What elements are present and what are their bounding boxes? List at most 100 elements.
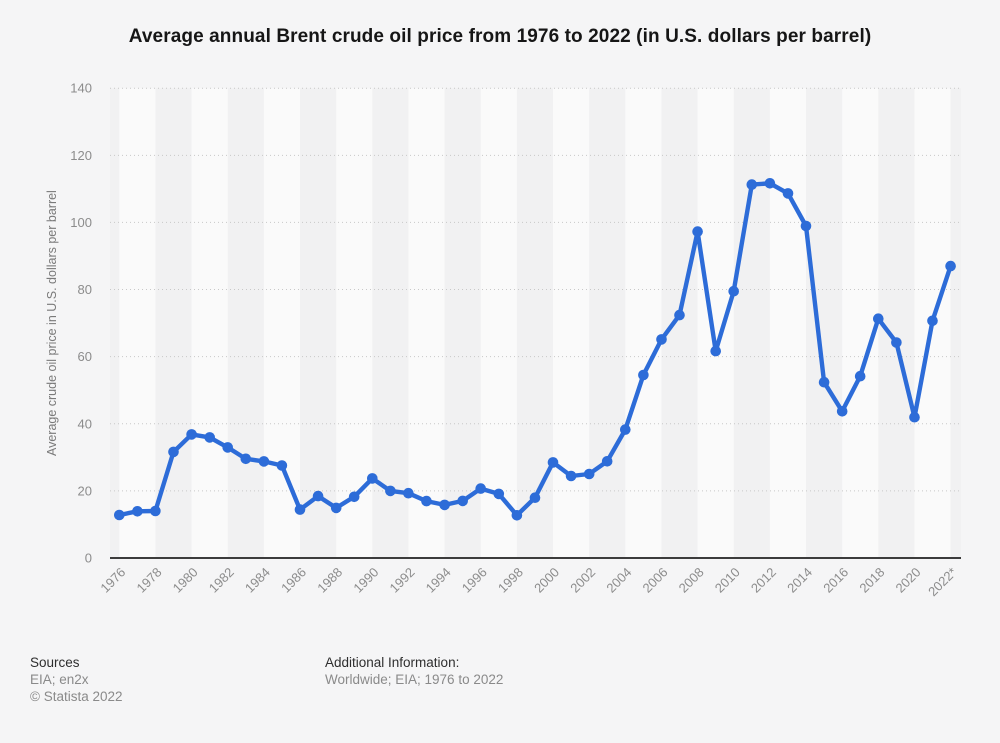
y-tick-label-120: 120: [70, 148, 92, 163]
x-tick-label-1988: 1988: [314, 565, 345, 596]
plot-band: [336, 88, 373, 558]
data-point-1989[interactable]: [348, 491, 360, 503]
data-point-2017[interactable]: [854, 370, 866, 382]
y-tick-label-140: 140: [70, 81, 92, 96]
data-point-2010[interactable]: [728, 285, 739, 297]
data-point-1987[interactable]: [312, 490, 324, 502]
x-tick-label-2012: 2012: [748, 565, 779, 596]
plot-background: [110, 88, 961, 558]
data-point-2001[interactable]: [565, 470, 577, 482]
x-tick-label-1978: 1978: [134, 565, 165, 596]
data-point-1997[interactable]: [493, 488, 505, 500]
additional-information-line: Worldwide; EIA; 1976 to 2022: [325, 672, 504, 687]
y-tick-label-40: 40: [78, 416, 92, 431]
data-point-1988[interactable]: [330, 502, 342, 514]
data-point-2002[interactable]: [583, 468, 595, 480]
data-point-2005[interactable]: [638, 369, 649, 381]
data-point-2000[interactable]: [547, 457, 559, 468]
additional-information-block: Additional Information: Worldwide; EIA; …: [325, 654, 503, 688]
x-tick-label-1990: 1990: [350, 565, 381, 596]
x-tick-label-1984: 1984: [242, 565, 273, 596]
statista-copyright: © Statista 2022: [30, 689, 123, 704]
data-point-1999[interactable]: [529, 492, 541, 504]
data-point-1991[interactable]: [385, 485, 396, 497]
data-point-1979[interactable]: [168, 446, 179, 458]
data-point-1996[interactable]: [475, 483, 487, 494]
sources-line: EIA; en2x: [30, 672, 89, 687]
data-point-1995[interactable]: [457, 495, 469, 507]
data-point-1993[interactable]: [421, 495, 432, 507]
x-tick-label-1982: 1982: [206, 565, 237, 596]
plot-band: [842, 88, 879, 558]
data-point-1976[interactable]: [114, 509, 125, 521]
data-point-2007[interactable]: [674, 309, 685, 321]
data-point-1990[interactable]: [367, 473, 378, 484]
data-point-1982[interactable]: [222, 442, 233, 453]
plot-band: [119, 88, 156, 558]
data-point-2012[interactable]: [764, 178, 776, 189]
additional-information-label: Additional Information:: [325, 655, 460, 670]
data-point-1986[interactable]: [294, 504, 306, 515]
data-point-2011[interactable]: [746, 179, 758, 190]
x-tick-label-2014: 2014: [784, 565, 815, 596]
y-tick-label-100: 100: [70, 215, 92, 230]
x-tick-label-2018: 2018: [856, 565, 887, 596]
plot-band: [697, 88, 734, 558]
x-tick-label-1992: 1992: [387, 565, 418, 596]
data-point-2006[interactable]: [656, 334, 667, 345]
plot-band: [769, 88, 807, 558]
data-point-2004[interactable]: [620, 424, 631, 435]
data-point-1980[interactable]: [186, 429, 197, 440]
data-point-2014[interactable]: [800, 220, 812, 232]
plot-band: [191, 88, 228, 558]
data-point-1998[interactable]: [511, 510, 523, 521]
data-point-2003[interactable]: [601, 456, 613, 467]
plot-band: [408, 88, 445, 558]
data-point-2020[interactable]: [909, 411, 920, 423]
data-point-1985[interactable]: [276, 460, 288, 471]
x-tick-label-1986: 1986: [278, 565, 309, 596]
x-tick-label-2002: 2002: [567, 565, 598, 596]
x-tick-label-2004: 2004: [603, 565, 634, 596]
x-tick-label-2010: 2010: [712, 565, 743, 596]
data-point-1992[interactable]: [403, 487, 414, 499]
data-point-2016[interactable]: [836, 406, 848, 417]
data-point-2021[interactable]: [927, 315, 938, 327]
data-point-1984[interactable]: [258, 456, 270, 467]
data-point-2019[interactable]: [891, 337, 902, 348]
y-tick-label-20: 20: [78, 483, 92, 498]
x-tick-label-1994: 1994: [423, 565, 454, 596]
data-point-1981[interactable]: [204, 432, 215, 443]
data-point-1983[interactable]: [240, 453, 252, 465]
sources-block: Sources EIA; en2x © Statista 2022: [30, 654, 123, 705]
x-tick-label-1980: 1980: [170, 565, 201, 596]
x-tick-label-2006: 2006: [640, 565, 671, 596]
data-point-1978[interactable]: [150, 505, 161, 517]
y-axis-title: Average crude oil price in U.S. dollars …: [45, 190, 59, 456]
sources-label: Sources: [30, 655, 80, 670]
data-point-1994[interactable]: [439, 499, 450, 511]
plot-band: [263, 88, 301, 558]
x-tick-label-1996: 1996: [459, 565, 490, 596]
x-tick-label-2020: 2020: [893, 565, 924, 596]
y-tick-label-80: 80: [78, 282, 92, 297]
x-tick-label-2000: 2000: [531, 565, 562, 596]
data-point-2013[interactable]: [782, 188, 794, 199]
data-point-2009[interactable]: [710, 345, 721, 357]
data-point-2018[interactable]: [873, 313, 884, 325]
data-point-2015[interactable]: [818, 376, 830, 388]
chart-title: Average annual Brent crude oil price fro…: [128, 26, 872, 47]
x-tick-label-1976: 1976: [97, 565, 128, 596]
plot-band: [553, 88, 590, 558]
x-tick-label-2016: 2016: [820, 565, 851, 596]
data-point-1977[interactable]: [132, 506, 143, 517]
data-point-2008[interactable]: [692, 226, 703, 237]
y-tick-label-60: 60: [78, 349, 92, 364]
x-tick-label-1998: 1998: [495, 565, 526, 596]
data-point-2022[interactable]: [945, 260, 956, 272]
plot-band: [625, 88, 662, 558]
y-tick-label-0: 0: [85, 551, 92, 566]
plot-band: [480, 88, 517, 558]
